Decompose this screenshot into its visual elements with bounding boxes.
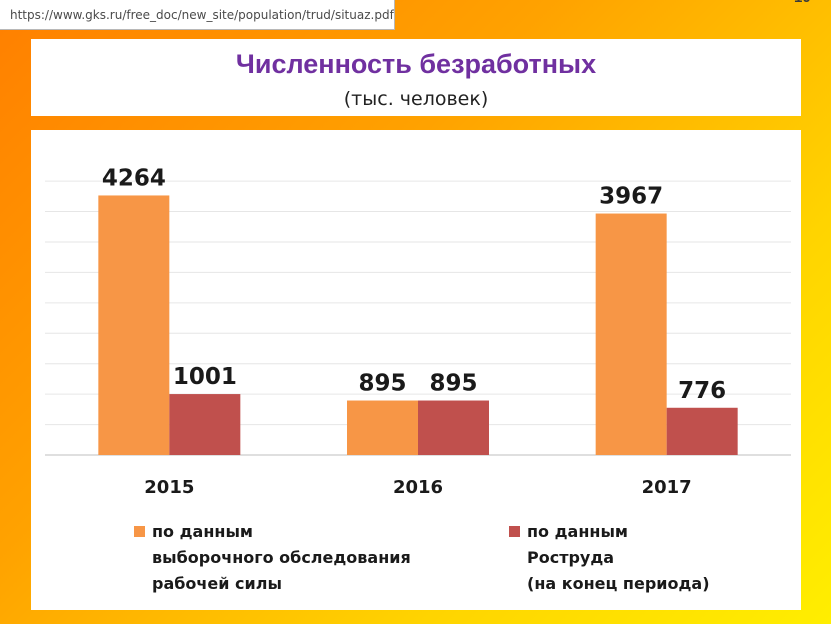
- url-text: https://www.gks.ru/free_doc/new_site/pop…: [10, 8, 394, 22]
- data-label: 4264: [102, 165, 166, 191]
- legend-label-rostrud: по данным Роструда (на конец периода): [527, 519, 710, 597]
- legend-line: рабочей силы: [152, 574, 282, 593]
- chart-title: Численность безработных: [235, 49, 597, 79]
- legend-label-survey: по данным выборочного обследования рабоч…: [152, 519, 411, 597]
- legend-line: Роструда: [527, 548, 615, 567]
- legend-swatch-rostrud: [509, 526, 520, 537]
- legend-line: по данным: [152, 522, 253, 541]
- bar-survey: [595, 213, 667, 455]
- data-label: 1001: [173, 364, 237, 390]
- x-tick-label: 2017: [642, 477, 692, 498]
- legend-line: (на конец периода): [527, 574, 710, 593]
- bar-rostrud: [418, 400, 489, 455]
- bar-rostrud: [666, 407, 738, 455]
- data-label: 776: [678, 378, 726, 404]
- x-tick-label: 2016: [393, 477, 443, 498]
- chart-subtitle: (тыс. человек): [343, 88, 489, 110]
- title-box: Численность безработных (тыс. человек): [31, 39, 801, 116]
- bar-chart: 4264 1001 2015 895 895 2016 3967 776 2017: [45, 165, 791, 498]
- legend-line: выборочного обследования: [152, 548, 411, 567]
- data-label: 895: [429, 371, 477, 397]
- bar-survey: [98, 195, 170, 455]
- page-number: 10: [794, 0, 824, 9]
- data-label: 895: [358, 371, 406, 397]
- data-label: 3967: [599, 184, 663, 210]
- bar-rostrud: [169, 394, 241, 455]
- legend-line: по данным: [527, 522, 628, 541]
- x-tick-label: 2015: [144, 477, 194, 498]
- bar-survey: [347, 400, 418, 455]
- url-bar[interactable]: https://www.gks.ru/free_doc/new_site/pop…: [0, 0, 395, 30]
- legend-swatch-survey: [134, 526, 145, 537]
- chart-panel: 4264 1001 2015 895 895 2016 3967 776 2017 по дан…: [31, 130, 801, 610]
